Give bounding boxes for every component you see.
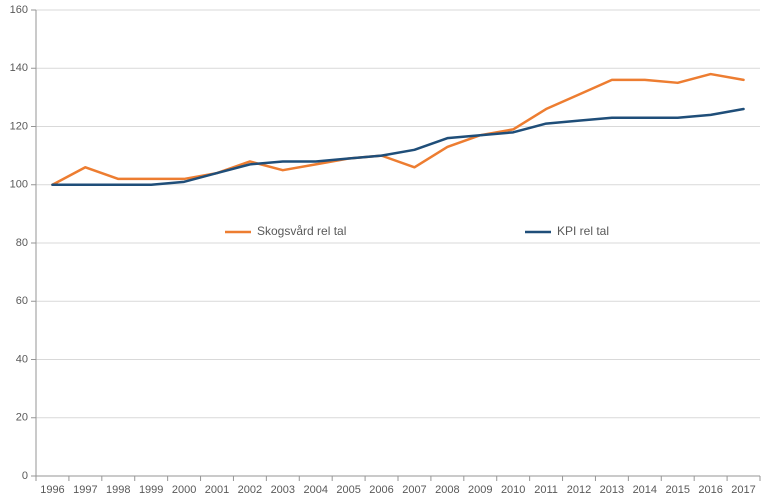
x-axis-tick-label: 2012 [567,484,591,496]
y-axis-tick-label: 40 [16,353,28,365]
x-axis-tick-label: 1997 [73,484,97,496]
y-axis-tick-label: 120 [10,120,28,132]
x-axis-tick-label: 1996 [40,484,64,496]
y-axis-tick-label: 20 [16,412,28,424]
y-axis-tick-label: 100 [10,179,28,191]
y-axis-tick-label: 60 [16,295,28,307]
x-axis-tick-label: 2007 [402,484,426,496]
x-axis-tick-label: 2001 [205,484,229,496]
x-axis-tick-label: 2017 [731,484,755,496]
x-axis-tick-label: 2014 [633,484,657,496]
y-axis-tick-label: 160 [10,4,28,16]
legend-label: KPI rel tal [557,224,609,238]
x-axis-tick-label: 2009 [468,484,492,496]
y-axis-tick-label: 140 [10,62,28,74]
x-axis-tick-label: 2002 [238,484,262,496]
x-axis-tick-label: 1998 [106,484,130,496]
x-axis-tick-label: 2010 [501,484,525,496]
x-axis-tick-label: 2004 [303,484,327,496]
y-axis-tick-label: 80 [16,237,28,249]
line-chart: 0 20 40 60 80 100 120 140 160 1996 1997 1998 1999 200… [0,0,768,501]
x-axis-tick-label: 2003 [271,484,295,496]
x-axis-tick-label: 2006 [369,484,393,496]
x-axis-tick-label: 2008 [435,484,459,496]
x-axis-tick-label: 2005 [336,484,360,496]
y-axis-tick-label: 0 [22,470,28,482]
x-axis-tick-label: 2011 [534,484,558,496]
x-axis-tick-label: 2013 [600,484,624,496]
x-axis-tick-label: 2015 [665,484,689,496]
x-axis-tick-label: 2016 [698,484,722,496]
x-axis-tick-label: 2000 [172,484,196,496]
legend-label: Skogsvård rel tal [257,224,346,238]
x-axis-tick-label: 1999 [139,484,163,496]
